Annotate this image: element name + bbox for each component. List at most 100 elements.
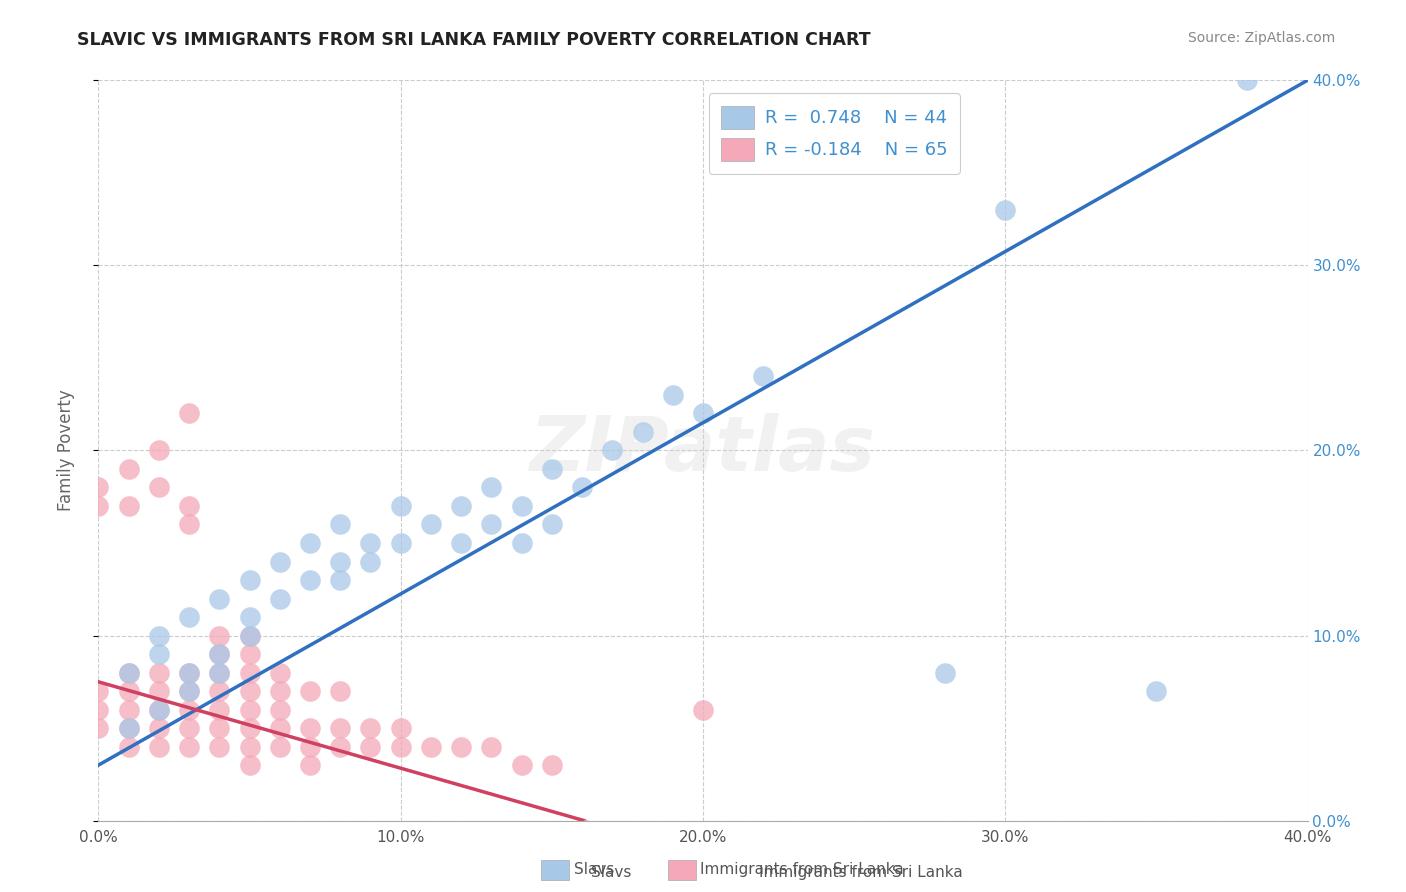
Point [179, 721, 201, 735]
Point [239, 684, 262, 698]
Point [208, 721, 231, 735]
Point [208, 591, 231, 606]
Point [692, 407, 714, 421]
Point [118, 739, 141, 754]
Point [299, 721, 322, 735]
Point [179, 739, 201, 754]
Point [179, 407, 201, 421]
Point [269, 665, 291, 680]
Point [450, 536, 472, 550]
Point [420, 517, 443, 532]
Point [389, 536, 412, 550]
Point [179, 684, 201, 698]
Point [631, 425, 654, 439]
Point [239, 721, 262, 735]
Point [1236, 73, 1258, 87]
Point [208, 665, 231, 680]
Point [179, 610, 201, 624]
Point [752, 369, 775, 384]
Point [208, 684, 231, 698]
Point [481, 517, 503, 532]
Point [239, 758, 262, 772]
Point [389, 721, 412, 735]
Point [87, 684, 110, 698]
Point [148, 443, 170, 458]
Point [481, 481, 503, 495]
Point [329, 721, 352, 735]
Point [1144, 684, 1167, 698]
Point [602, 443, 624, 458]
Point [179, 499, 201, 513]
Point [118, 665, 141, 680]
Point [208, 665, 231, 680]
Point [179, 517, 201, 532]
Point [148, 481, 170, 495]
Point [389, 739, 412, 754]
Point [269, 591, 291, 606]
Point [208, 647, 231, 661]
Point [208, 703, 231, 717]
Point [87, 721, 110, 735]
Point [269, 721, 291, 735]
Legend: R =  0.748    N = 44, R = -0.184    N = 65: R = 0.748 N = 44, R = -0.184 N = 65 [709, 93, 960, 174]
Point [118, 721, 141, 735]
Point [118, 721, 141, 735]
Point [208, 647, 231, 661]
Text: Immigrants from Sri Lanka: Immigrants from Sri Lanka [700, 863, 904, 877]
Point [179, 684, 201, 698]
Point [239, 647, 262, 661]
Point [360, 739, 382, 754]
Point [148, 739, 170, 754]
Point [148, 703, 170, 717]
Point [269, 684, 291, 698]
Bar [668, 860, 696, 880]
Point [360, 554, 382, 569]
Point [934, 665, 956, 680]
Point [118, 665, 141, 680]
Point [239, 665, 262, 680]
Point [239, 628, 262, 642]
Point [87, 499, 110, 513]
Point [148, 703, 170, 717]
Point [481, 739, 503, 754]
Point [239, 610, 262, 624]
Point [389, 499, 412, 513]
Point [269, 739, 291, 754]
Point [510, 758, 533, 772]
Point [87, 703, 110, 717]
Text: Source: ZipAtlas.com: Source: ZipAtlas.com [1188, 31, 1336, 45]
Point [360, 536, 382, 550]
Point [540, 758, 562, 772]
Point [179, 665, 201, 680]
Point [208, 739, 231, 754]
Point [148, 628, 170, 642]
Point [148, 647, 170, 661]
Point [329, 573, 352, 587]
Point [118, 703, 141, 717]
Point [329, 554, 352, 569]
Point [299, 536, 322, 550]
Point [299, 573, 322, 587]
Point [329, 517, 352, 532]
Point [329, 684, 352, 698]
Text: Slavs: Slavs [574, 863, 614, 877]
Point [510, 499, 533, 513]
Point [540, 462, 562, 476]
Point [87, 481, 110, 495]
Point [179, 703, 201, 717]
Point [148, 665, 170, 680]
Point [118, 462, 141, 476]
Point [239, 739, 262, 754]
Point [269, 703, 291, 717]
Point [148, 684, 170, 698]
Text: Immigrants from Sri Lanka: Immigrants from Sri Lanka [759, 865, 963, 880]
Point [118, 499, 141, 513]
Point [239, 573, 262, 587]
Point [239, 703, 262, 717]
Bar [541, 860, 569, 880]
Text: ZIPatlas: ZIPatlas [530, 414, 876, 487]
Point [299, 758, 322, 772]
Point [329, 739, 352, 754]
Point [540, 517, 562, 532]
Y-axis label: Family Poverty: Family Poverty [56, 390, 75, 511]
